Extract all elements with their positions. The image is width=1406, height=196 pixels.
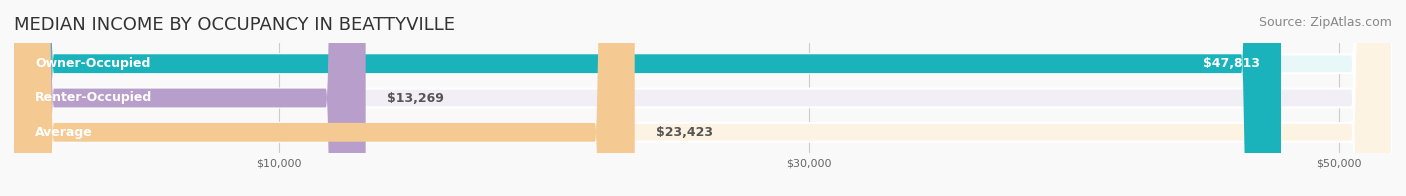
- Text: $13,269: $13,269: [387, 92, 444, 104]
- FancyBboxPatch shape: [14, 0, 1392, 196]
- Text: $23,423: $23,423: [657, 126, 713, 139]
- FancyBboxPatch shape: [14, 0, 1281, 196]
- Text: Owner-Occupied: Owner-Occupied: [35, 57, 150, 70]
- Text: Average: Average: [35, 126, 93, 139]
- Text: $47,813: $47,813: [1202, 57, 1260, 70]
- FancyBboxPatch shape: [14, 0, 1392, 196]
- Text: Source: ZipAtlas.com: Source: ZipAtlas.com: [1258, 16, 1392, 29]
- FancyBboxPatch shape: [14, 0, 634, 196]
- Text: MEDIAN INCOME BY OCCUPANCY IN BEATTYVILLE: MEDIAN INCOME BY OCCUPANCY IN BEATTYVILL…: [14, 16, 456, 34]
- FancyBboxPatch shape: [14, 0, 366, 196]
- Text: Renter-Occupied: Renter-Occupied: [35, 92, 152, 104]
- FancyBboxPatch shape: [14, 0, 1392, 196]
